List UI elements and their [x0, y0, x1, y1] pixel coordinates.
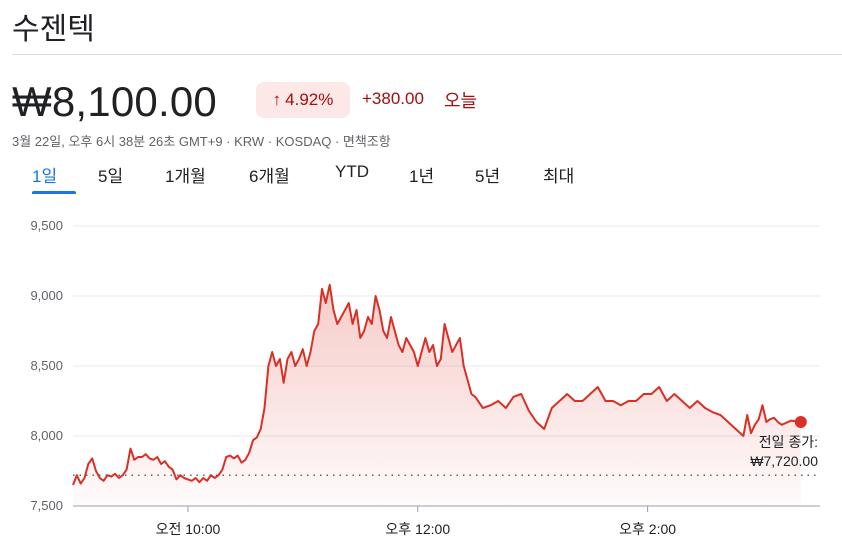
y-tick-label: 9,000 — [30, 288, 63, 303]
change-absolute: +380.00 — [362, 89, 424, 108]
y-tick-label: 8,000 — [30, 428, 63, 443]
active-tab-indicator — [32, 191, 76, 194]
y-tick-label: 9,500 — [30, 218, 63, 233]
x-tick-label: 오후 2:00 — [619, 521, 676, 537]
time-range-tabs: 1일 5일 1개월 6개월 YTD 1년 5년 최대 — [12, 160, 612, 194]
price-chart[interactable]: 7,500 8,000 8,500 9,000 9,500 오전 10:00 오후 12:… — [0, 200, 842, 558]
x-tick-label: 오후 12:00 — [385, 521, 450, 537]
y-axis: 7,500 8,000 8,500 9,000 9,500 — [30, 218, 63, 513]
tab-5-days[interactable]: 5일 — [98, 167, 124, 186]
tab-1-month[interactable]: 1개월 — [165, 167, 206, 186]
price-line — [72, 283, 801, 486]
change-period-label: 오늘 — [444, 91, 478, 111]
last-price-dot[interactable] — [794, 416, 807, 428]
previous-close-value: ₩7,720.00 — [750, 453, 818, 469]
quote-metadata: 3월 22일, 오후 6시 38분 26초 GMT+9 · KRW · KOSD… — [12, 134, 391, 149]
change-percent: 4.92% — [285, 90, 334, 109]
x-axis: 오전 10:00 오후 12:00 오후 2:00 — [156, 506, 676, 537]
tab-1-day[interactable]: 1일 — [32, 167, 58, 186]
change-percent-badge: ↑ 4.92% — [256, 82, 350, 118]
current-price: ₩8,100.00 — [12, 78, 217, 125]
tab-1-year[interactable]: 1년 — [409, 167, 435, 186]
arrow-up-icon: ↑ — [272, 90, 282, 109]
tab-5-years[interactable]: 5년 — [475, 167, 501, 186]
price-area-fill — [73, 284, 801, 506]
stock-name: 수젠텍 — [12, 13, 95, 46]
tab-max[interactable]: 최대 — [543, 167, 575, 186]
y-tick-label: 7,500 — [30, 498, 63, 513]
previous-close-label: 전일 종가: — [759, 434, 818, 450]
x-tick-label: 오전 10:00 — [156, 521, 221, 537]
y-tick-label: 8,500 — [30, 358, 63, 373]
tab-6-months[interactable]: 6개월 — [249, 167, 290, 186]
header-divider — [12, 54, 842, 55]
tab-ytd[interactable]: YTD — [335, 162, 369, 181]
